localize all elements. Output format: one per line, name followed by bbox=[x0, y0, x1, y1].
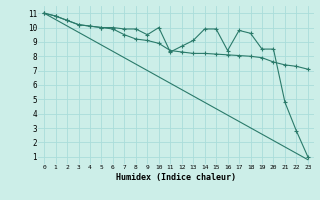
X-axis label: Humidex (Indice chaleur): Humidex (Indice chaleur) bbox=[116, 173, 236, 182]
